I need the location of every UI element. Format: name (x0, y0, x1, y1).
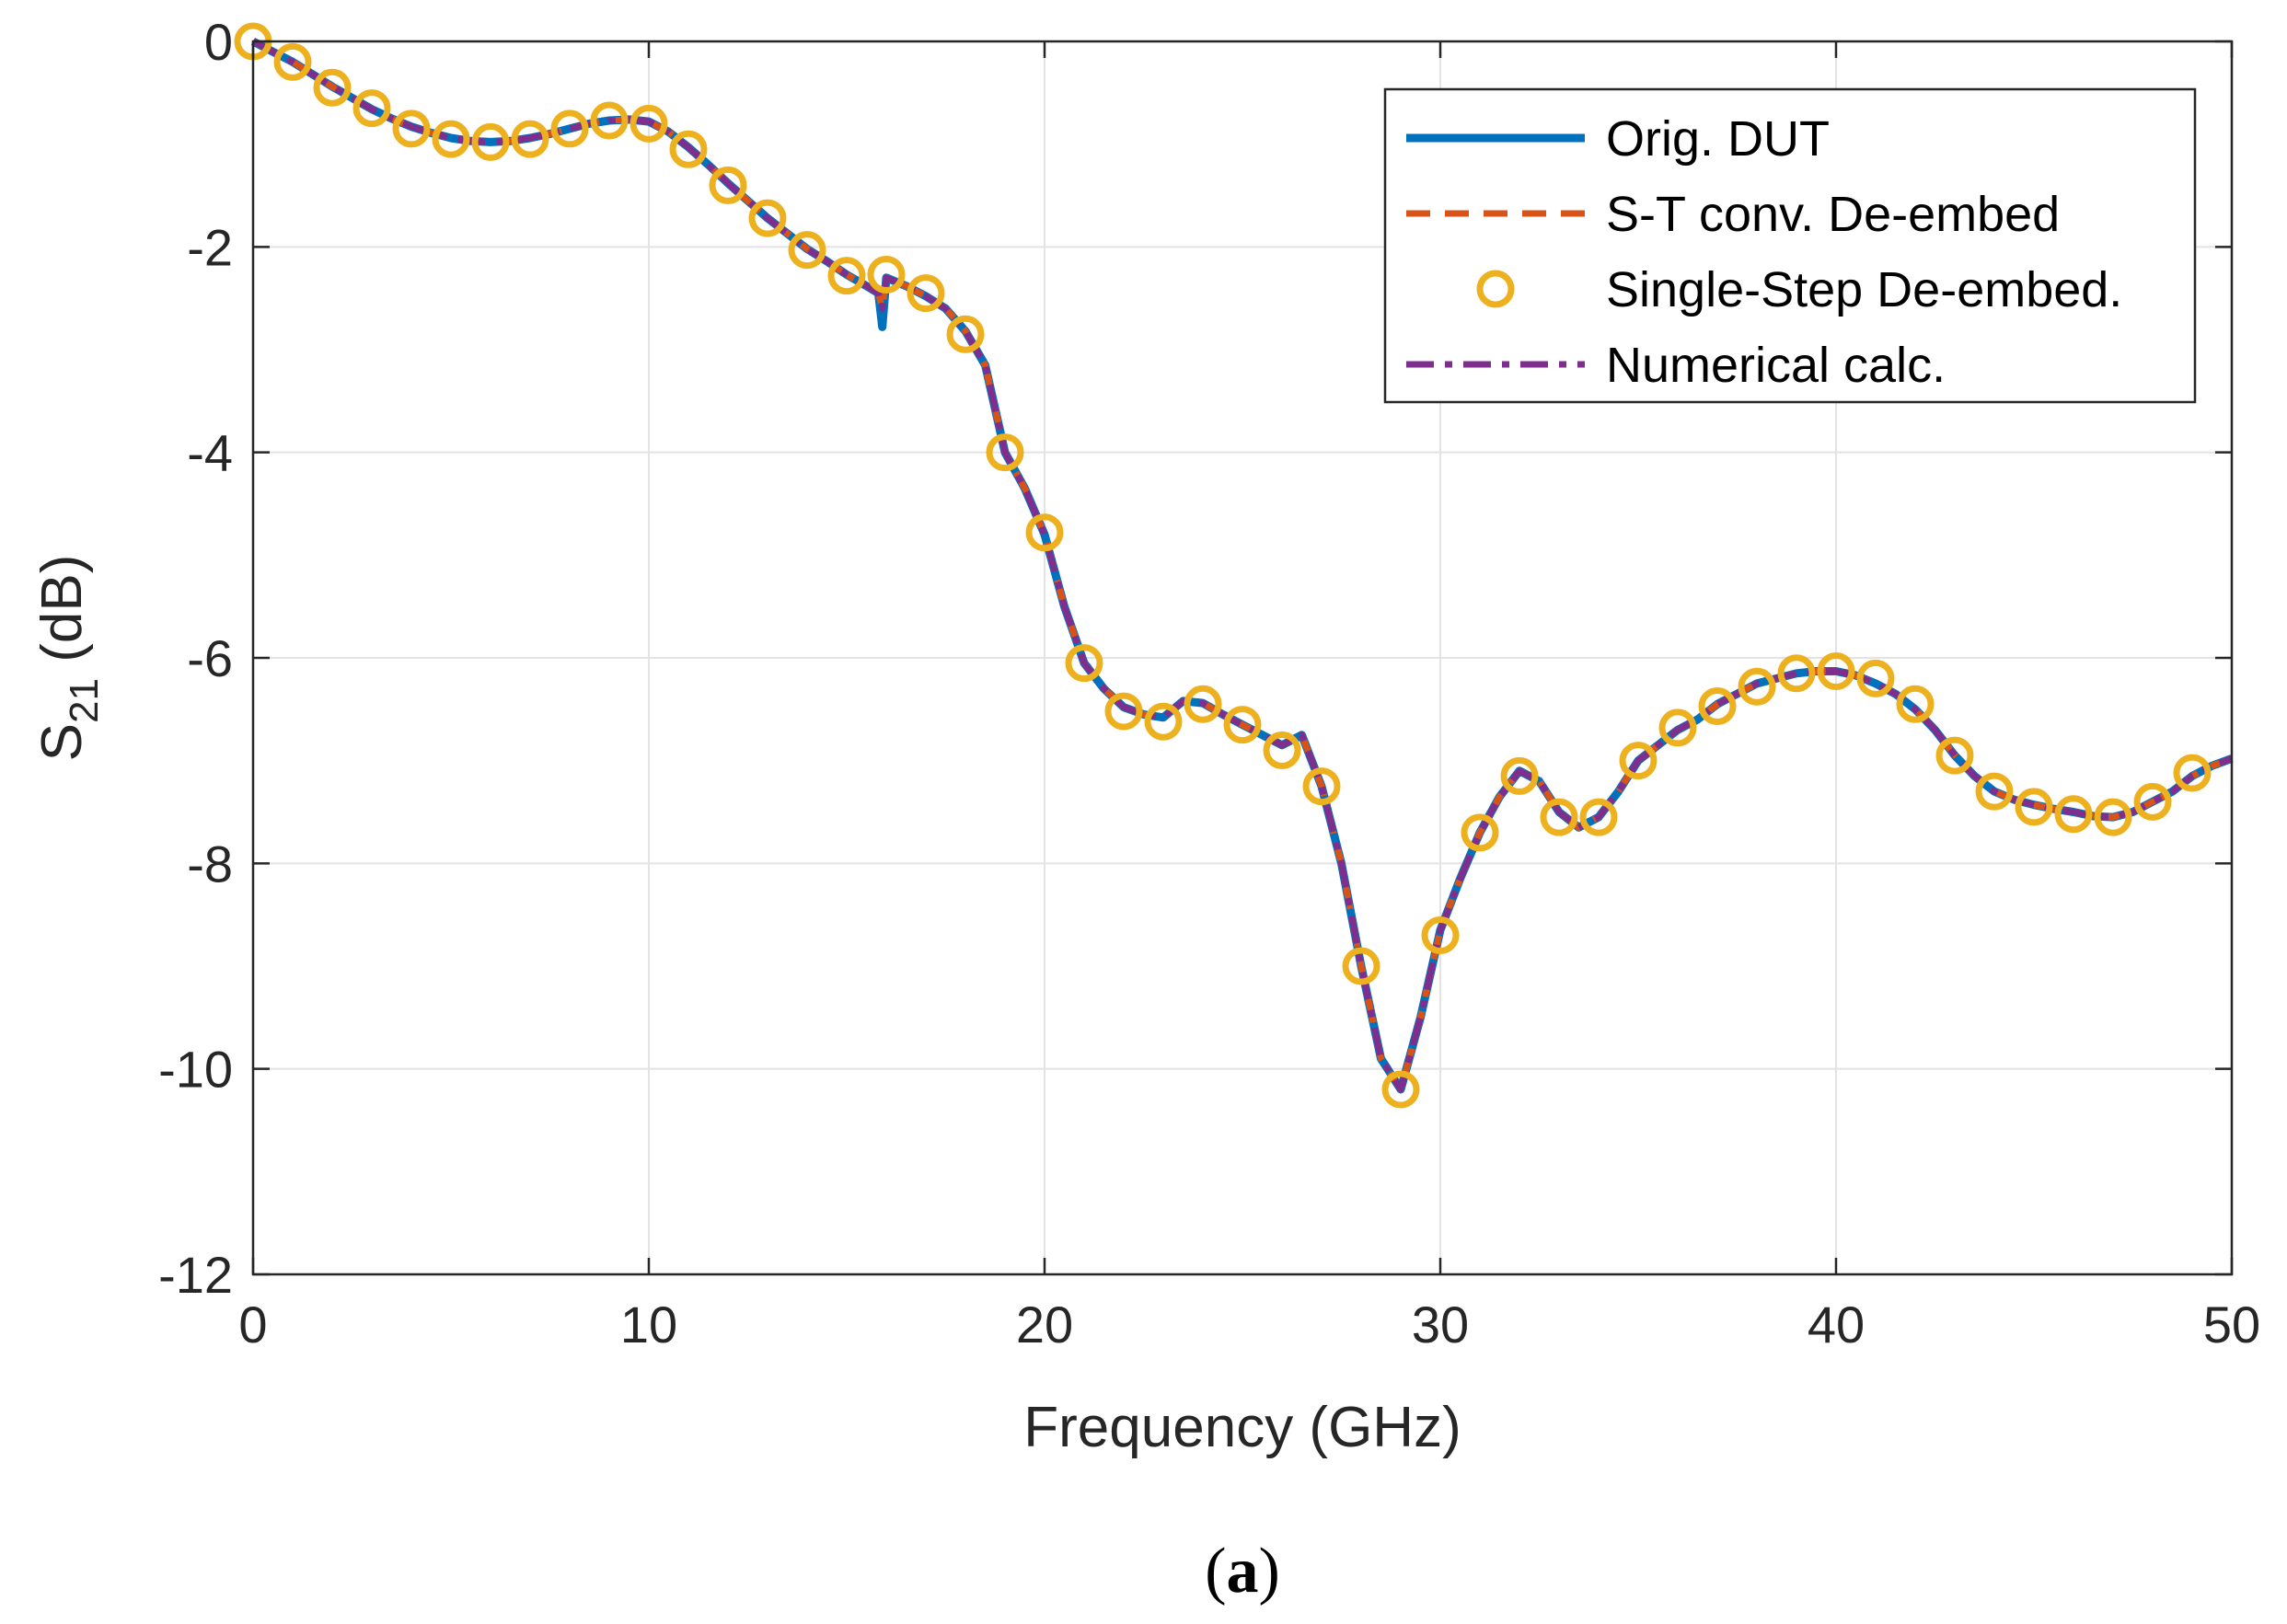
caption-close-paren: ) (1259, 1536, 1280, 1607)
y-tick-label: -8 (187, 835, 233, 893)
marker-point (2133, 782, 2172, 821)
marker-point (1381, 1070, 1420, 1109)
marker-point (630, 104, 668, 143)
marker-point (352, 89, 391, 128)
marker-point (1619, 742, 1657, 780)
x-tick-label: 40 (1808, 1296, 1865, 1353)
marker-point (590, 101, 629, 140)
marker-point (273, 42, 312, 81)
legend-label: Orig. DUT (1606, 111, 1830, 167)
legend-label: Numerical calc. (1606, 338, 1946, 393)
marker-point (788, 231, 826, 270)
y-axis-label-main: S (30, 723, 94, 761)
legend-marker (1476, 270, 1515, 308)
y-tick-label: -4 (187, 424, 233, 482)
marker-point (1540, 798, 1578, 836)
marker-point (1975, 772, 2014, 811)
marker-layer (234, 22, 2212, 1109)
marker-point (2054, 795, 2093, 834)
marker-point (1144, 702, 1183, 741)
marker-point (1104, 692, 1143, 731)
marker-point (907, 274, 945, 313)
x-tick-label: 0 (238, 1296, 267, 1353)
caption-open-paren: ( (1205, 1536, 1226, 1607)
y-tick-label: -2 (187, 218, 233, 276)
marker-point (1777, 654, 1816, 693)
marker-point (550, 109, 589, 148)
marker-point (432, 120, 470, 158)
marker-point (392, 109, 431, 148)
series-layer (250, 38, 2234, 1094)
marker-point (827, 257, 866, 295)
marker-point (1738, 667, 1776, 706)
tick-layer: 0 10 20 30 40 50 0 -2 -4 -6 -8 -10 -12 (158, 13, 2260, 1353)
caption-letter: a (1227, 1536, 1259, 1607)
marker-point (1065, 644, 1103, 683)
marker-point (1461, 813, 1499, 852)
marker-point (1421, 916, 1460, 954)
x-axis-label: Frequency (GHz) (1023, 1396, 1461, 1459)
marker-point (1817, 652, 1855, 691)
y-tick-label: -10 (158, 1041, 233, 1099)
marker-point (2173, 754, 2212, 792)
legend-label: S-T conv. De-embed (1606, 187, 2060, 242)
marker-point (986, 433, 1024, 472)
marker-point (1223, 706, 1262, 744)
x-tick-label: 10 (620, 1296, 677, 1353)
figure-caption: (a) (1205, 1536, 1280, 1607)
marker-point (2015, 788, 2053, 826)
marker-point (1658, 708, 1697, 747)
marker-point (1025, 513, 1064, 552)
marker-point (511, 120, 549, 158)
y-axis-label: S21 (dB) (30, 555, 107, 762)
y-tick-label: -6 (187, 629, 233, 687)
marker-point (1263, 731, 1301, 769)
marker-point (471, 122, 510, 161)
x-tick-label: 50 (2203, 1296, 2260, 1353)
y-axis-label-unit: (dB) (30, 555, 94, 678)
marker-point (313, 68, 352, 107)
marker-point (946, 315, 985, 353)
legend: Orig. DUT S-T conv. De-embed Single-Step D… (1383, 87, 2197, 404)
marker-point (1302, 767, 1341, 806)
marker-point (2094, 798, 2132, 836)
legend-label: Single-Step De-embed. (1606, 262, 2122, 317)
marker-point (1500, 756, 1539, 795)
marker-point (867, 255, 906, 294)
marker-point (1856, 659, 1895, 697)
series-line-2 (251, 38, 2234, 1093)
x-tick-label: 30 (1412, 1296, 1469, 1353)
y-tick-label: -12 (158, 1246, 233, 1304)
y-tick-label: 0 (204, 13, 233, 71)
marker-point (1698, 686, 1737, 725)
marker-point (1935, 736, 1974, 775)
x-tick-label: 20 (1016, 1296, 1073, 1353)
grid (252, 40, 2233, 1275)
marker-point (669, 130, 708, 168)
marker-point (1579, 798, 1618, 836)
marker-point (709, 166, 747, 204)
y-axis-label-subscript: 21 (62, 678, 107, 723)
marker-point (748, 199, 787, 237)
marker-point (1342, 947, 1380, 985)
marker-point (1184, 685, 1222, 723)
marker-point (1896, 685, 1935, 723)
